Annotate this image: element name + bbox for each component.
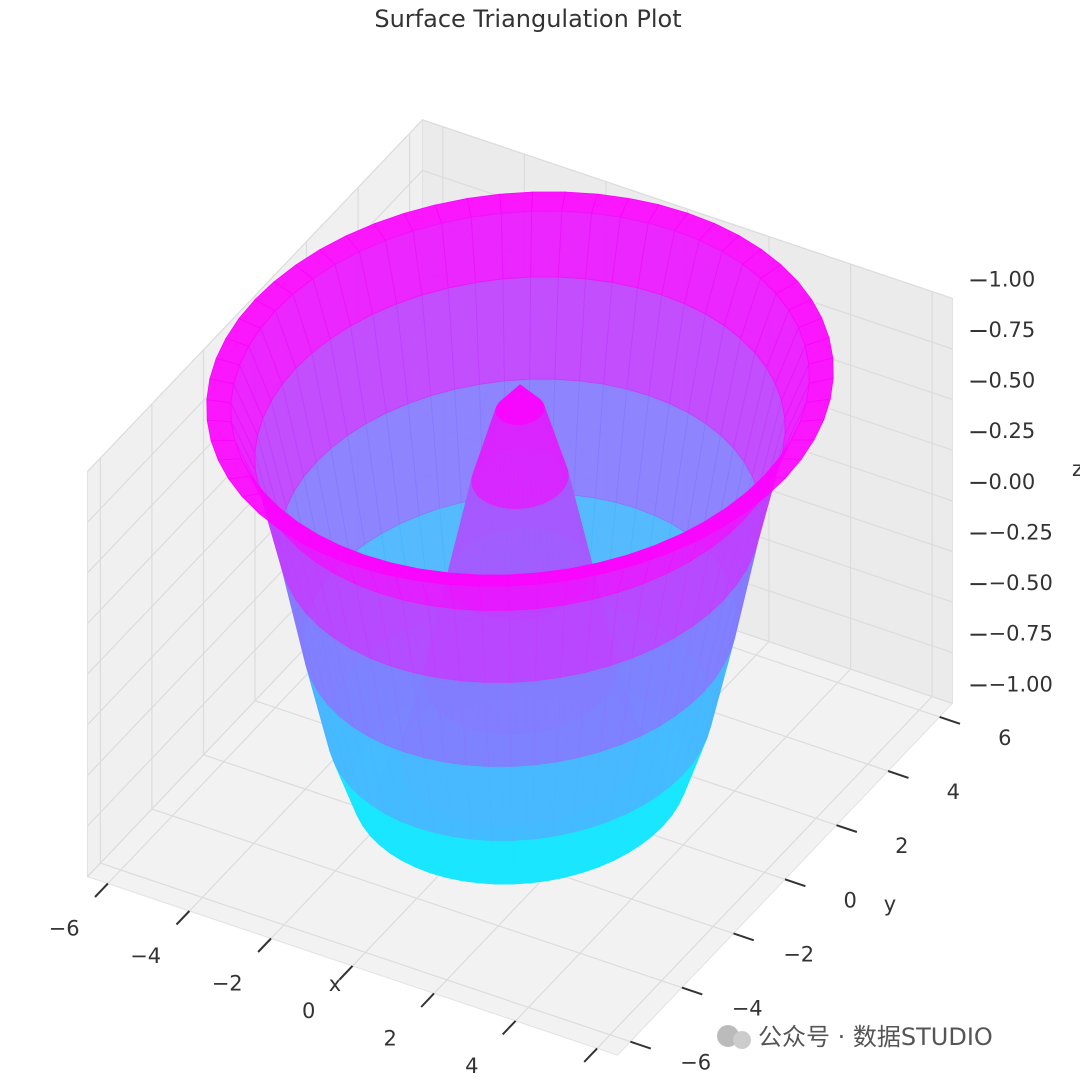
- watermark: 公众号 · 数据STUDIO: [758, 1023, 993, 1051]
- surface-face: [535, 604, 566, 682]
- y-axis-label: y: [884, 892, 896, 916]
- surface-face: [502, 276, 532, 382]
- surface-face: [530, 835, 553, 884]
- surface-face: [510, 764, 535, 841]
- surface-face: [499, 191, 534, 214]
- y-tick: [836, 824, 858, 833]
- z-tick-label: −0.50: [989, 571, 1053, 595]
- z-axis-label: z: [1072, 457, 1080, 481]
- surface-face: [484, 682, 512, 767]
- z-tick-label: 0.25: [989, 419, 1036, 443]
- x-tick: [338, 965, 354, 981]
- x-tick: [257, 937, 272, 953]
- chart-title: Surface Triangulation Plot: [374, 5, 681, 33]
- surface-face: [530, 210, 563, 278]
- surface-face: [500, 210, 533, 280]
- grid-line: [151, 808, 683, 989]
- grid-line: [87, 119, 423, 473]
- x-axis-label: x: [329, 972, 341, 996]
- x-tick: [501, 1020, 517, 1036]
- grid-line: [100, 862, 631, 1043]
- z-tick-label: 0.50: [989, 369, 1036, 393]
- z-tick-label: 0.00: [989, 470, 1036, 494]
- surface: [206, 191, 834, 885]
- surface-face: [481, 609, 511, 683]
- z-tick-label: 1.00: [989, 267, 1036, 291]
- surface-face: [508, 608, 538, 683]
- y-tick: [939, 715, 961, 725]
- y-tick-label: 0: [844, 888, 857, 912]
- grid-line: [422, 119, 953, 299]
- y-tick-label: 2: [895, 834, 908, 858]
- y-tick-label: −2: [783, 942, 814, 966]
- y-tick-label: −4: [732, 997, 763, 1021]
- x-tick-label: 4: [465, 1054, 478, 1078]
- surface-face: [506, 572, 541, 587]
- surface-face: [206, 378, 235, 404]
- y-tick-label: −6: [680, 1051, 711, 1075]
- surface-face: [518, 384, 523, 425]
- x-tick: [583, 1047, 598, 1063]
- x-tick-label: 2: [384, 1026, 397, 1050]
- surface-face: [206, 419, 236, 441]
- x-tick-label: −2: [212, 972, 243, 996]
- surface-face: [561, 191, 598, 214]
- z-tick-label: −0.25: [989, 521, 1053, 545]
- y-tick-label: 4: [947, 780, 960, 804]
- x-tick: [94, 882, 109, 898]
- y-tick: [630, 1040, 652, 1050]
- z-tick-label: −0.75: [989, 622, 1053, 646]
- surface-face: [533, 676, 562, 766]
- x-tick-label: −4: [130, 944, 161, 968]
- surface-face: [529, 276, 559, 380]
- surface-face: [491, 840, 514, 885]
- z-tick-label: 0.75: [989, 318, 1036, 342]
- axes: −6−4−20246−6−4−20246−1.00−0.75−0.50−0.25…: [49, 267, 1053, 1078]
- y-tick: [784, 878, 806, 888]
- surface-face: [509, 680, 537, 767]
- y-tick: [733, 932, 755, 942]
- surface-face: [206, 399, 232, 423]
- surface-face: [474, 574, 509, 587]
- surface-face: [470, 212, 504, 283]
- surface-face: [531, 191, 566, 212]
- surface-face: [441, 572, 479, 587]
- y-tick-label: 6: [998, 726, 1011, 750]
- surface-face: [511, 838, 533, 885]
- z-tick-label: −1.00: [989, 672, 1053, 696]
- y-tick: [681, 986, 703, 996]
- x-tick: [420, 992, 435, 1008]
- surface-face: [532, 761, 558, 840]
- watermark-icon: [717, 1025, 751, 1049]
- x-tick-label: 0: [302, 999, 315, 1023]
- y-tick: [887, 770, 909, 779]
- surface-face: [474, 278, 505, 385]
- surface-face: [488, 766, 513, 841]
- x-tick: [175, 910, 191, 926]
- x-tick-label: −6: [49, 917, 80, 941]
